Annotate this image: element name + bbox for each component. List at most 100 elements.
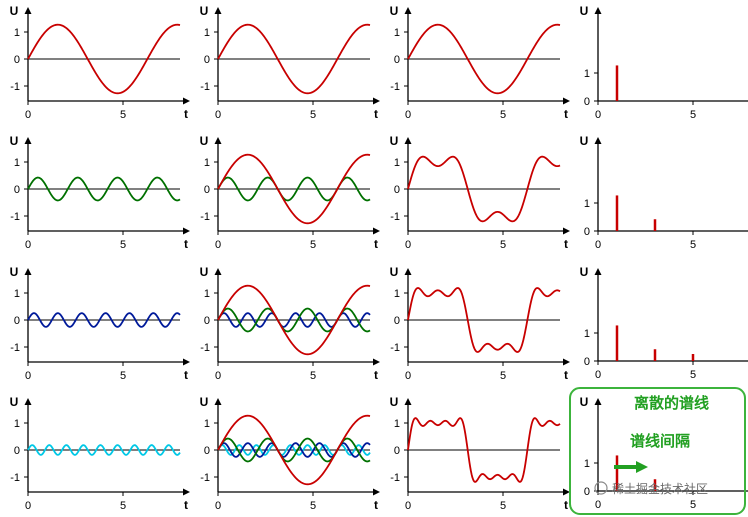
panel-r0-c1: Ut 1 0 -1 0 5 [200, 4, 380, 121]
y-tick-label: 0 [584, 356, 590, 368]
panel-r3-c3: Uf1005 [580, 395, 748, 511]
x-tick-label: 0 [405, 370, 411, 382]
y-tick-label: 1 [14, 418, 20, 430]
y-axis-label: U [200, 134, 209, 148]
panel-r0-c3: Uf1005 [580, 4, 748, 121]
x-tick-label: 5 [690, 369, 696, 381]
y-tick-label: 0 [394, 315, 400, 327]
x-tick-label: 0 [25, 239, 31, 251]
x-axis-arrow-icon [373, 227, 380, 235]
y-tick-label: -1 [10, 81, 20, 93]
panel-r2-c0: Ut 1 0 -1 0 5 [10, 265, 190, 382]
x-tick-label: 0 [215, 370, 221, 382]
y-axis-arrow-icon [24, 398, 32, 405]
y-axis-label: U [390, 265, 399, 279]
panel-r2-c1: Ut 1 0 -1 0 5 [200, 265, 380, 382]
y-axis-label: U [580, 395, 589, 409]
panel-r1-c2: Ut 1 0 -1 0 5 [390, 134, 570, 251]
y-axis-label: U [10, 4, 19, 18]
x-axis-arrow-icon [373, 358, 380, 366]
y-axis-arrow-icon [214, 268, 222, 275]
x-tick-label: 0 [405, 109, 411, 121]
x-axis-label: t [374, 107, 378, 121]
x-axis-arrow-icon [563, 358, 570, 366]
x-axis-label: t [564, 107, 568, 121]
x-tick-label: 0 [595, 109, 601, 121]
y-tick-label: -1 [390, 81, 400, 93]
y-tick-label: 0 [14, 315, 20, 327]
panel-r2-c2: Ut 1 0 -1 0 5 [390, 265, 570, 382]
y-axis-arrow-icon [404, 7, 412, 14]
x-tick-label: 0 [25, 500, 31, 512]
series-harmonic-3 [217, 176, 371, 202]
y-axis-arrow-icon [214, 398, 222, 405]
y-tick-label: 1 [394, 157, 400, 169]
y-tick-label: 0 [204, 445, 210, 457]
y-tick-label: -1 [390, 342, 400, 354]
y-axis-label: U [390, 395, 399, 409]
panel-r3-c0: Ut 1 0 -1 0 5 [10, 395, 190, 512]
y-tick-label: -1 [200, 81, 210, 93]
series-sum [407, 287, 561, 353]
x-tick-label: 5 [120, 109, 126, 121]
series-harmonic-1 [217, 153, 371, 225]
x-tick-label: 5 [500, 109, 506, 121]
x-tick-label: 5 [310, 109, 316, 121]
x-tick-label: 5 [690, 499, 696, 511]
x-axis-label: t [564, 237, 568, 251]
x-axis-arrow-icon [183, 97, 190, 105]
x-tick-label: 0 [405, 500, 411, 512]
y-tick-label: 1 [14, 288, 20, 300]
watermark-logo-icon [594, 481, 608, 495]
panel-r0-c2: Ut 1 0 -1 0 5 [390, 4, 570, 121]
y-tick-label: 1 [204, 157, 210, 169]
y-axis-label: U [390, 134, 399, 148]
y-tick-label: 1 [204, 27, 210, 39]
panel-r3-c1: Ut 1 0 -1 0 5 [200, 395, 380, 512]
y-tick-label: 0 [584, 96, 590, 108]
x-axis-label: t [374, 237, 378, 251]
x-axis-arrow-icon [563, 227, 570, 235]
y-tick-label: -1 [200, 211, 210, 223]
x-axis-arrow-icon [183, 488, 190, 496]
annotation-box [569, 387, 746, 515]
x-tick-label: 0 [215, 500, 221, 512]
y-axis-label: U [10, 265, 19, 279]
y-tick-label: -1 [10, 342, 20, 354]
y-axis-arrow-icon [24, 137, 32, 144]
x-tick-label: 0 [215, 239, 221, 251]
series-harmonic-5 [27, 312, 181, 328]
x-tick-label: 0 [405, 239, 411, 251]
x-tick-label: 5 [500, 239, 506, 251]
y-tick-label: 1 [584, 68, 590, 80]
x-tick-label: 0 [25, 109, 31, 121]
y-axis-label: U [580, 4, 589, 18]
y-axis-arrow-icon [594, 7, 602, 14]
series-harmonic-1 [27, 23, 181, 95]
y-tick-label: 1 [584, 458, 590, 470]
series-harmonic-5 [217, 442, 371, 458]
series-harmonic-5 [217, 312, 371, 328]
panel-grid: Ut10-105Ut10-105Ut10-105Uf1005Ut10-105Ut… [10, 4, 748, 512]
x-axis-label: t [374, 368, 378, 382]
x-axis-label: t [184, 498, 188, 512]
y-axis-label: U [200, 395, 209, 409]
y-tick-label: 1 [584, 328, 590, 340]
x-axis-arrow-icon [183, 358, 190, 366]
y-tick-label: -1 [390, 211, 400, 223]
x-axis-label: t [184, 107, 188, 121]
y-tick-label: 1 [204, 288, 210, 300]
x-tick-label: 5 [500, 500, 506, 512]
y-tick-label: 1 [394, 418, 400, 430]
x-tick-label: 5 [690, 109, 696, 121]
y-axis-label: U [580, 265, 589, 279]
y-tick-label: 1 [394, 27, 400, 39]
y-tick-label: 1 [394, 288, 400, 300]
y-tick-label: 0 [204, 184, 210, 196]
y-axis-arrow-icon [214, 137, 222, 144]
y-axis-label: U [10, 395, 19, 409]
y-tick-label: 0 [14, 54, 20, 66]
y-tick-label: 0 [14, 184, 20, 196]
x-axis-label: t [564, 368, 568, 382]
